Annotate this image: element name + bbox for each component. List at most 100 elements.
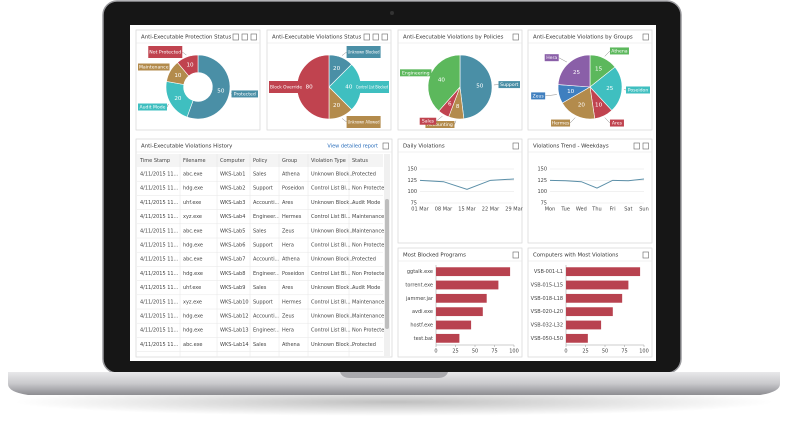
panel-icon[interactable]	[250, 33, 257, 41]
slice-value: 50	[476, 83, 484, 89]
callout-label: Ares	[612, 121, 623, 127]
table-cell: hdg.exe	[183, 271, 203, 277]
table-cell: WKS-Lab4	[220, 214, 245, 220]
table-cell: Zeus	[282, 228, 295, 234]
table-cell: 4/11/2015 11...	[140, 314, 179, 320]
x-tick-label: Fri	[610, 207, 616, 213]
callout-label: Not Protected	[149, 50, 181, 56]
table-cell: Control List Bl...	[311, 299, 351, 305]
callout-label: Hera	[546, 55, 557, 61]
panel	[527, 138, 653, 244]
callout-box	[419, 117, 437, 125]
table-cell: WKS-Lab5	[220, 228, 245, 234]
table-cell: Accounti...	[253, 257, 280, 263]
callout-box	[531, 92, 546, 100]
callout-box	[609, 119, 624, 127]
table-cell: Support	[253, 299, 273, 305]
dashboard: Anti-Executable Protection Status 50 Prote…	[135, 29, 653, 358]
table-cell: 4/11/2015 11...	[140, 243, 179, 249]
bar	[566, 320, 602, 330]
table-cell: Poseidon	[282, 186, 304, 192]
slice-value: 40	[438, 77, 446, 83]
panel-icon[interactable]	[232, 33, 239, 41]
category-label: VSB-001-L1	[534, 269, 563, 275]
y-tick-label: 100	[537, 189, 547, 195]
scrollbar-thumb[interactable]	[385, 199, 389, 329]
panel-icon[interactable]	[633, 142, 640, 150]
table-cell: Maintenance...	[352, 228, 389, 234]
panel-icon[interactable]	[382, 142, 389, 150]
panel-icon[interactable]	[381, 33, 388, 41]
slice-value: 10	[187, 63, 195, 69]
table-cell: Audit Mode	[352, 200, 380, 206]
table-cell: WKS-Lab7	[220, 257, 245, 263]
table-cell: uhf.exe	[183, 200, 201, 206]
callout-box	[355, 81, 389, 93]
callout-box	[609, 47, 629, 55]
table-cell: WKS-Lab14	[220, 342, 249, 348]
panel-icon[interactable]	[642, 142, 649, 150]
panel-title: Daily Violations	[403, 144, 445, 150]
category-label: VSB-050-L50	[531, 336, 563, 342]
y-tick-label: 100	[407, 189, 417, 195]
slice-value: 50	[217, 89, 225, 95]
callout-box	[269, 81, 303, 93]
panel-icon[interactable]	[512, 33, 519, 41]
panel-title: Anti-Executable Protection Status	[141, 35, 232, 41]
table-cell: Unknown Block...	[311, 172, 355, 178]
table-cell: WKS-Lab9	[220, 285, 245, 291]
table-cell: Unknown Block...	[311, 200, 355, 206]
callout-box	[346, 46, 381, 58]
x-tick-label: 01 Mar	[411, 207, 429, 213]
panel-title: Anti-Executable Violations by Groups	[533, 35, 633, 41]
line-series	[419, 178, 515, 190]
bar	[436, 320, 472, 330]
slice-value: 20	[333, 103, 341, 109]
pie-slice	[186, 54, 231, 120]
table-cell: Maintenance...	[352, 299, 389, 305]
category-label: VSB-015-L15	[531, 283, 563, 289]
bar	[436, 267, 511, 277]
panel-icon[interactable]	[512, 251, 519, 259]
panel-title: Most Blocked Programs	[403, 253, 466, 259]
slice-value: 40	[345, 85, 353, 91]
panel-icon[interactable]	[512, 142, 519, 150]
callout-label: Maintenance	[139, 65, 169, 71]
table-cell: Hera	[282, 243, 294, 249]
x-tick-label: 75	[621, 349, 627, 355]
bar	[566, 293, 623, 303]
callout-label: Athena	[611, 48, 628, 54]
table-cell: Control List Bl...	[311, 271, 351, 277]
callout-label: Audit Mode	[139, 105, 165, 111]
panel-icon[interactable]	[642, 33, 649, 41]
table-cell: Audit Mode	[352, 285, 380, 291]
panel-icon[interactable]	[372, 33, 379, 41]
column-header: Violation Type	[311, 158, 346, 164]
panel-title: Violations Trend - Weekdays	[533, 144, 609, 150]
table-cell: Athena	[282, 172, 300, 178]
slice-value: 10	[567, 89, 575, 95]
callout-label: Poseidon	[628, 87, 649, 93]
category-label: VSB-020-L20	[531, 309, 563, 315]
x-tick-label: 0	[564, 349, 567, 355]
table-cell: 4/11/2015 11...	[140, 285, 179, 291]
panel-title: Computers with Most Violations	[533, 253, 619, 259]
slice-value: 6	[448, 101, 452, 107]
table-cell: Non Protecte...	[352, 271, 389, 277]
table-cell: hdg.exe	[183, 328, 203, 334]
table-cell: Protected	[352, 257, 376, 263]
x-tick-label: 29 Mar	[505, 207, 523, 213]
table-cell: Support	[253, 186, 273, 192]
callout-line	[558, 57, 567, 63]
panel-icon[interactable]	[241, 33, 248, 41]
callout-label: Engineering	[402, 70, 430, 76]
column-header: Policy	[253, 158, 267, 164]
panel-icon[interactable]	[642, 251, 649, 259]
table-cell: 4/11/2015 11...	[140, 172, 179, 178]
callout-label: Hermes	[552, 121, 570, 127]
callout-box	[138, 103, 167, 111]
panel-icon[interactable]	[363, 33, 370, 41]
x-tick-label: Mon	[545, 207, 556, 213]
panel	[397, 138, 523, 244]
detail-link[interactable]: View detailed report	[327, 144, 378, 150]
